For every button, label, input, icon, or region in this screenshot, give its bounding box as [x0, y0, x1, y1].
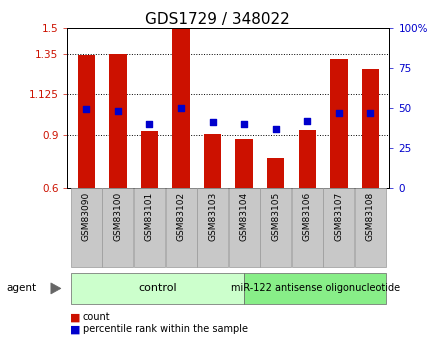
Text: GSM83108: GSM83108 — [365, 192, 374, 241]
Point — [366, 110, 373, 115]
Point — [83, 107, 90, 112]
Text: GSM83106: GSM83106 — [302, 192, 311, 241]
Bar — [78, 55, 95, 188]
Point — [303, 118, 310, 124]
Point — [272, 126, 279, 131]
Point — [177, 105, 184, 110]
Point — [209, 119, 216, 125]
Bar — [102, 188, 133, 267]
Point — [240, 121, 247, 127]
Text: GDS1729 / 348022: GDS1729 / 348022 — [145, 12, 289, 27]
Point — [114, 108, 121, 114]
Text: GSM83090: GSM83090 — [82, 192, 91, 241]
Point — [335, 110, 342, 115]
Text: miR-122 antisense oligonucleotide: miR-122 antisense oligonucleotide — [230, 284, 399, 293]
Bar — [361, 69, 378, 188]
Text: ■: ■ — [69, 325, 80, 334]
Bar — [141, 131, 158, 188]
Bar — [165, 188, 196, 267]
Text: GSM83104: GSM83104 — [239, 192, 248, 241]
Bar — [260, 188, 290, 267]
Point — [146, 121, 153, 127]
Bar — [134, 188, 164, 267]
Text: GSM83105: GSM83105 — [270, 192, 279, 241]
Bar — [291, 188, 322, 267]
Bar — [266, 158, 284, 188]
Text: agent: agent — [7, 284, 36, 293]
Text: control: control — [138, 284, 176, 293]
Bar — [329, 59, 347, 188]
Text: percentile rank within the sample: percentile rank within the sample — [82, 325, 247, 334]
Text: GSM83100: GSM83100 — [113, 192, 122, 241]
Bar — [298, 130, 315, 188]
Bar — [235, 139, 252, 188]
Text: GSM83107: GSM83107 — [334, 192, 342, 241]
Text: count: count — [82, 313, 110, 322]
Bar — [172, 28, 189, 188]
Bar — [204, 134, 221, 188]
Text: ■: ■ — [69, 313, 80, 322]
Bar — [197, 188, 227, 267]
Bar — [109, 54, 126, 188]
Bar — [71, 273, 243, 304]
Bar — [322, 188, 353, 267]
Text: GSM83102: GSM83102 — [176, 192, 185, 241]
Bar — [354, 188, 385, 267]
Bar — [71, 188, 102, 267]
Bar — [244, 273, 385, 304]
Bar — [228, 188, 259, 267]
Text: GSM83103: GSM83103 — [207, 192, 217, 241]
Text: GSM83101: GSM83101 — [145, 192, 154, 241]
